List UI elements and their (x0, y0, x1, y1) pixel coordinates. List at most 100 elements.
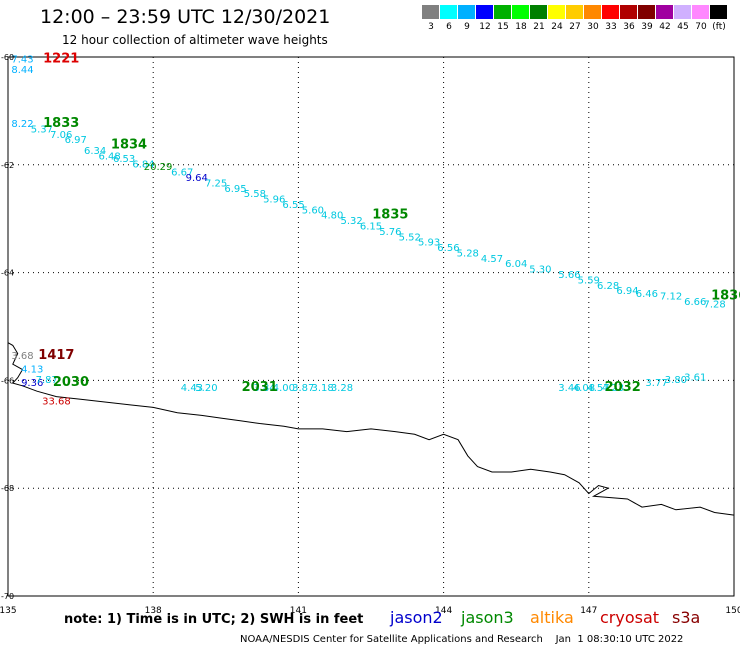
wave-height-label: 5.58 (244, 189, 266, 200)
satellite-name-jason2: jason2 (390, 608, 443, 627)
latitude-tick-label: -70 (1, 592, 14, 601)
wave-height-label: 4.23 (602, 383, 624, 394)
wave-height-label: 3.87 (292, 383, 314, 394)
latitude-tick-label: -60 (1, 53, 14, 62)
wave-height-label: 33.68 (42, 397, 71, 408)
latitude-tick-label: -68 (1, 484, 14, 493)
longitude-tick-label: 141 (290, 606, 307, 616)
wave-height-label: 4.57 (587, 383, 609, 394)
wave-height-label: 4.00 (273, 383, 295, 394)
wave-height-label: 5.52 (399, 232, 421, 243)
legend-label: 39 (641, 22, 653, 32)
legend-label: 24 (551, 22, 563, 32)
wave-height-label: 4.57 (481, 254, 503, 265)
latitude-tick-label: -62 (1, 161, 14, 170)
axis-tick-labels: 135 138 141 144 147 150 -60 -62 -64 -66 -68 -70 (0, 53, 740, 616)
wave-height-label: 6.15 (360, 221, 382, 232)
wave-height-label: 3.80 (665, 375, 687, 386)
wave-height-label: 6.55 (282, 200, 304, 211)
wave-height-label: 4.80 (321, 211, 343, 222)
footer-note: note: 1) Time is in UTC; 2) SWH is in fe… (64, 612, 364, 627)
legend-swatch (584, 5, 601, 19)
legend-swatch (566, 5, 583, 19)
pass-time-label: 2032 (605, 380, 641, 395)
wave-height-label: 5.93 (418, 238, 440, 249)
legend-swatch (530, 5, 547, 19)
page-title: 12:00 – 23:59 UTC 12/30/2021 (40, 6, 331, 28)
wave-height-label: 7.06 (50, 130, 72, 141)
pass-time-label: 2030 (53, 375, 89, 390)
longitude-tick-label: 144 (435, 606, 452, 616)
legend-label: 36 (623, 22, 635, 32)
satellite-name-s3a: s3a (672, 608, 701, 627)
wave-height-label: 3.18 (311, 383, 333, 394)
wave-height-label: 5.32 (341, 216, 363, 227)
antarctic-coastline (7, 342, 735, 516)
satellite-name-altika: altika (530, 608, 574, 627)
wave-height-label: 4.43 (181, 383, 203, 394)
wave-height-label: 3.77 (645, 378, 667, 389)
legend-label: 21 (533, 22, 545, 32)
wave-height-label: 5.59 (578, 275, 600, 286)
map-frame (7, 56, 735, 597)
wave-height-label: 6.28 (597, 281, 619, 292)
legend-label: 3 (428, 22, 434, 32)
wave-height-label: 7.43 (11, 54, 33, 65)
wave-height-label: 5.66 (558, 270, 580, 281)
page-subtitle: 12 hour collection of altimeter wave hei… (62, 33, 328, 47)
wave-height-label: 7.25 (205, 178, 227, 189)
satellite-name-cryosat: cryosat (600, 608, 660, 627)
longitude-tick-label: 150 (725, 606, 740, 616)
wave-height-label: 5.76 (379, 227, 401, 238)
legend-label: 30 (587, 22, 599, 32)
wave-height-label: 6.67 (171, 168, 193, 179)
wave-height-label: 6.97 (65, 135, 87, 146)
wave-height-label: 5.37 (31, 124, 53, 135)
wave-height-label: 3.46 (558, 383, 580, 394)
legend-swatch (602, 5, 619, 19)
wave-height-label: 6.53 (113, 154, 135, 165)
wave-height-label: 8.22 (11, 119, 33, 130)
pass-time-label: 2031 (242, 380, 278, 395)
wave-height-label: 6.04 (505, 259, 527, 270)
wave-height-label: 5.60 (302, 205, 324, 216)
pass-time-label: 1836 (711, 289, 740, 304)
legend-label: 70 (695, 22, 707, 32)
legend-swatch (638, 5, 655, 19)
wave-height-label: 6.48 (99, 151, 121, 162)
wave-height-label: 3.84 (253, 383, 275, 394)
wave-height-label: 20.29 (144, 162, 173, 173)
wave-height-label: 7.12 (660, 292, 682, 303)
pass-time-label: 1834 (111, 138, 147, 153)
wave-height-label: 6.84 (132, 159, 154, 170)
legend-label: 27 (569, 22, 581, 32)
legend-label: 42 (659, 22, 671, 32)
legend-swatch (674, 5, 691, 19)
legend-label: 9 (464, 22, 470, 32)
grid-layer (8, 57, 734, 596)
satellite-name-jason3: jason3 (461, 608, 514, 627)
wave-height-label: 6.46 (636, 289, 658, 300)
legend-swatch (422, 5, 439, 19)
wave-height-label: 7.87 (36, 375, 58, 386)
wave-height-label: 3.68 (11, 351, 33, 362)
wave-height-label: 6.56 (437, 243, 459, 254)
legend-swatch (692, 5, 709, 19)
legend-label: 6 (446, 22, 452, 32)
legend-swatch (476, 5, 493, 19)
wave-height-label: 6.94 (616, 286, 638, 297)
pass-time-label: 1221 (43, 51, 79, 66)
wave-height-label: 5.30 (529, 265, 551, 276)
legend-label: 18 (515, 22, 527, 32)
wave-height-label: 6.95 (224, 184, 246, 195)
legend-swatch (710, 5, 727, 19)
pass-time-label: 1417 (38, 348, 74, 363)
longitude-tick-label: 138 (145, 606, 162, 616)
wave-label-layer: 7.438.44 8.225.377.066.976.346.486.536.84… (11, 51, 740, 407)
coastline-layer (7, 342, 735, 516)
legend-label: 45 (677, 22, 689, 32)
map-border (7, 56, 735, 597)
pass-time-label: 1833 (43, 116, 79, 131)
wave-height-label: 8.44 (11, 65, 33, 76)
wave-height-label: 6.34 (84, 146, 106, 157)
